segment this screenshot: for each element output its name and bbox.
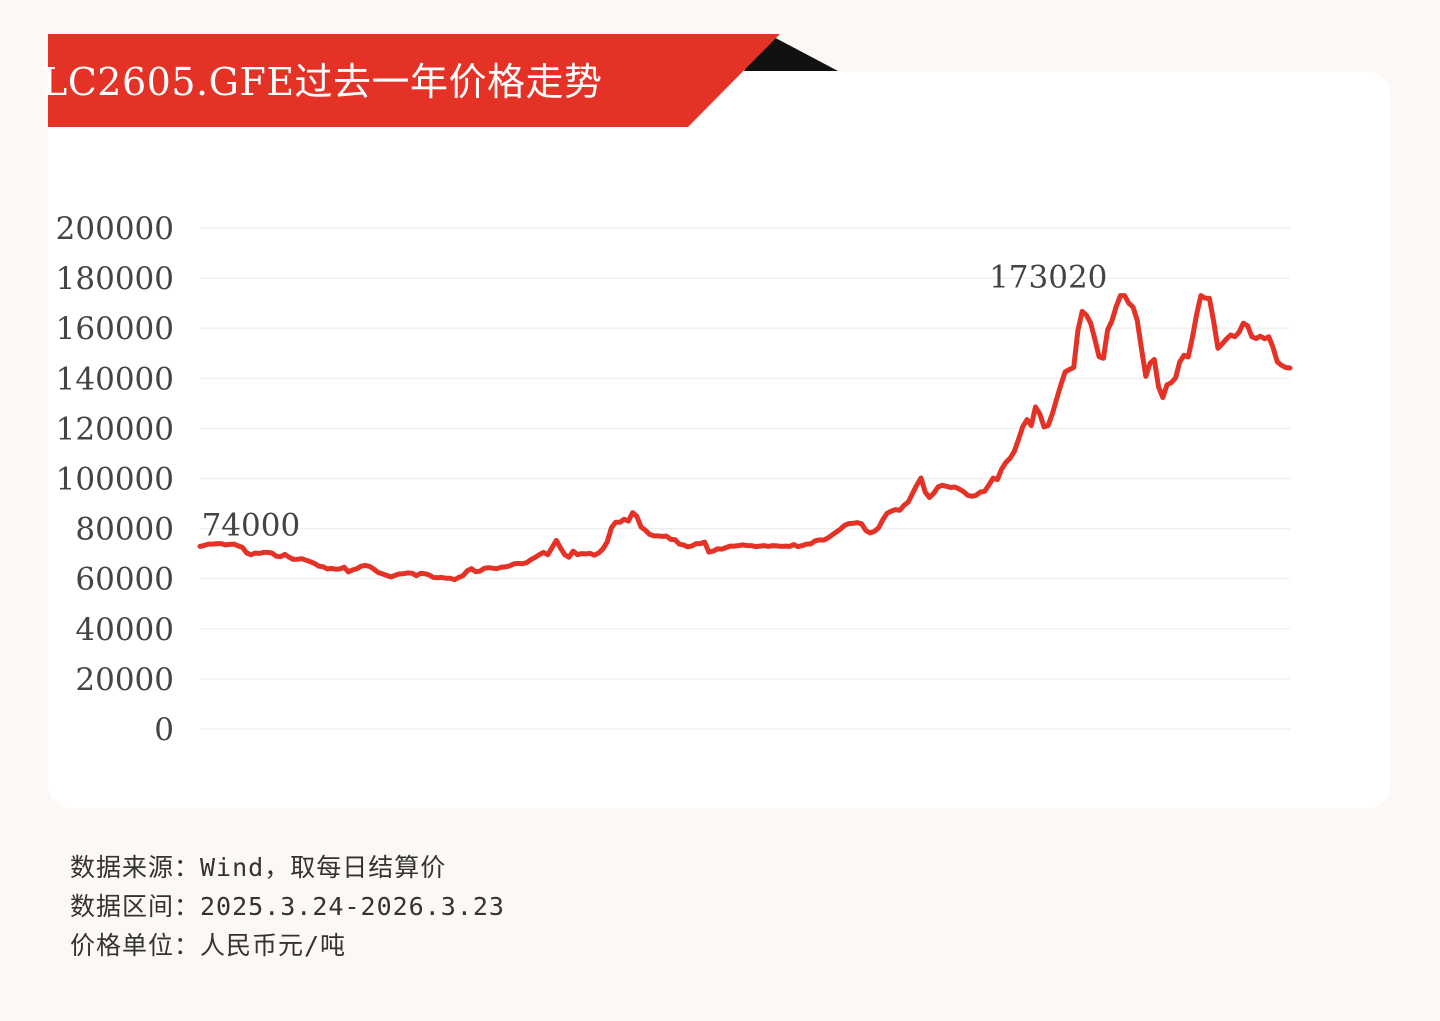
series-layer — [197, 293, 1293, 583]
title-banner — [48, 34, 848, 128]
y-tick-label: 120000 — [56, 411, 174, 447]
chart-title: LC2605.GFE过去一年价格走势 — [42, 60, 603, 104]
y-tick-label: 0 — [154, 712, 174, 748]
y-tick-label: 60000 — [75, 562, 174, 598]
chart-card — [48, 72, 1390, 808]
unit-note: 价格单位：人民币元/吨 — [70, 931, 347, 960]
annotations: 74000 173020 — [202, 260, 1108, 544]
y-tick-label: 100000 — [56, 462, 174, 498]
range-note: 数据区间：2025.3.24-2026.3.23 — [70, 892, 505, 921]
value-annotation: 173020 — [989, 260, 1107, 296]
y-tick-label: 200000 — [56, 211, 174, 247]
y-tick-label: 40000 — [75, 612, 174, 648]
source-note: 数据来源：Wind，取每日结算价 — [70, 853, 447, 882]
banner-shape — [48, 34, 838, 127]
y-tick-label: 160000 — [56, 311, 174, 347]
y-axis-ticks: 2000001800001600001400001200001000008000… — [56, 211, 174, 748]
footnotes: 数据来源：Wind，取每日结算价 数据区间：2025.3.24-2026.3.2… — [70, 848, 505, 965]
y-tick-label: 140000 — [56, 361, 174, 397]
banner-red-band — [48, 34, 780, 127]
price-line — [197, 293, 1293, 583]
gridlines — [200, 227, 1290, 730]
y-tick-label: 20000 — [75, 662, 174, 698]
y-tick-label: 180000 — [56, 261, 174, 297]
y-tick-label: 80000 — [75, 512, 174, 548]
value-annotation: 74000 — [202, 508, 301, 544]
